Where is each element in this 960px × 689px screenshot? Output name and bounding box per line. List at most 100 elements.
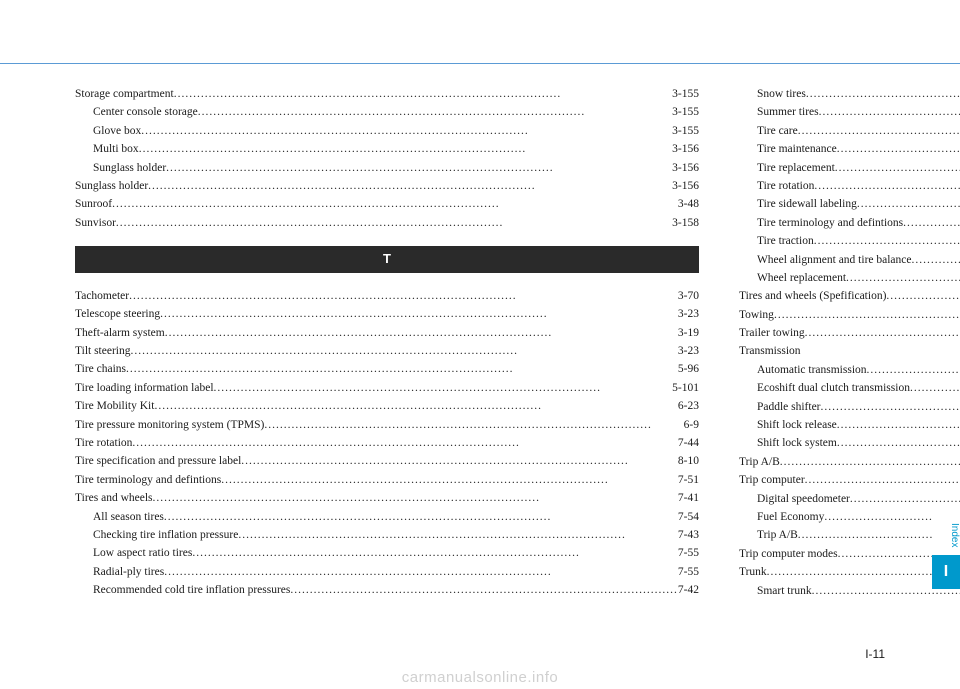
leader-dots xyxy=(910,379,960,397)
index-entry: Checking tire inflation pressure 7-43 xyxy=(75,526,699,544)
entry-page: 3-23 xyxy=(678,342,699,360)
index-entry: Sunvisor 3-158 xyxy=(75,214,699,232)
index-entry: Glove box 3-155 xyxy=(75,122,699,140)
leader-dots xyxy=(886,287,960,305)
index-entry: Tire replacement 7-45 xyxy=(739,159,960,177)
entry-page: 7-43 xyxy=(678,526,699,544)
index-entry: Tire specification and pressure label 8-… xyxy=(75,452,699,470)
entry-page: 5-101 xyxy=(672,379,699,397)
leader-dots xyxy=(132,434,677,452)
entry-label: Tilt steering xyxy=(75,342,130,360)
entry-label: Tire specification and pressure label xyxy=(75,452,241,470)
leader-dots xyxy=(126,360,678,378)
index-entry: Tire terminology and defintions 7-51 xyxy=(739,214,960,232)
leader-dots xyxy=(153,489,678,507)
index-entry: Storage compartment 3-155 xyxy=(75,85,699,103)
entry-label: Tire rotation xyxy=(757,177,814,195)
entry-page: 7-44 xyxy=(678,434,699,452)
entry-page: 8-10 xyxy=(678,452,699,470)
index-entry: Tire chains 5-96 xyxy=(75,360,699,378)
page-number: I-11 xyxy=(865,647,885,661)
leader-dots xyxy=(164,508,678,526)
leader-dots xyxy=(165,324,678,342)
entry-label: Trunk xyxy=(739,563,767,581)
watermark: carmanualsonline.info xyxy=(402,669,558,686)
entry-label: Trip computer xyxy=(739,471,805,489)
index-entry: Theft-alarm system 3-19 xyxy=(75,324,699,342)
leader-dots xyxy=(241,452,678,470)
leader-dots xyxy=(774,306,960,324)
entry-label: Tire chains xyxy=(75,360,126,378)
index-entry: Recommended cold tire inflation pressure… xyxy=(75,581,699,599)
entry-label: Low aspect ratio tires xyxy=(93,544,192,562)
leader-dots xyxy=(806,85,960,103)
entry-label: Trip A/B xyxy=(757,526,798,544)
entry-label: Storage compartment xyxy=(75,85,174,103)
leader-dots xyxy=(290,581,678,599)
leader-dots xyxy=(130,342,677,360)
leader-dots xyxy=(805,324,960,342)
index-entry: Tire Mobility Kit 6-23 xyxy=(75,397,699,415)
leader-dots xyxy=(780,453,960,471)
entry-label: Multi box xyxy=(93,140,139,158)
leader-dots xyxy=(221,471,678,489)
entry-label: Trailer towing xyxy=(739,324,805,342)
leader-dots xyxy=(850,490,960,508)
entry-page: 7-41 xyxy=(678,489,699,507)
leader-dots xyxy=(264,416,683,434)
index-entry: Tire rotation 7-44 xyxy=(739,177,960,195)
entry-label: Tire maintenance xyxy=(757,140,837,158)
entry-page: 3-156 xyxy=(672,177,699,195)
entry-label: Recommended cold tire inflation pressure… xyxy=(93,581,290,599)
right-column: Snow tires 7-54Summer tires 7-54Tire car… xyxy=(739,85,960,600)
entry-label: Fuel Economy xyxy=(757,508,824,526)
leader-dots xyxy=(166,159,672,177)
entry-page: 3-155 xyxy=(672,103,699,121)
index-entry: Fuel Economy 3-94 xyxy=(739,508,960,526)
entry-label: Tachometer xyxy=(75,287,129,305)
entry-label: Telescope steering xyxy=(75,305,160,323)
entry-label: Checking tire inflation pressure xyxy=(93,526,238,544)
leader-dots xyxy=(148,177,672,195)
index-entry: Tilt steering 3-23 xyxy=(75,342,699,360)
entry-label: Tire Mobility Kit xyxy=(75,397,154,415)
index-entry: Shift lock system 5-25 xyxy=(739,434,960,452)
leader-dots xyxy=(805,471,960,489)
leader-dots xyxy=(174,85,672,103)
entry-label: Tire pressure monitoring system (TPMS) xyxy=(75,416,264,434)
entry-label: Tires and wheels xyxy=(75,489,153,507)
index-entry: Sunglass holder 3-156 xyxy=(75,159,699,177)
entry-label: Trip A/B xyxy=(739,453,780,471)
leader-dots xyxy=(857,195,960,213)
entry-label: Theft-alarm system xyxy=(75,324,165,342)
leader-dots xyxy=(867,361,960,379)
index-entry: Tires and wheels (Spefification) 8-4 xyxy=(739,287,960,305)
entry-label: Tire care xyxy=(757,122,798,140)
leader-dots xyxy=(129,287,678,305)
entry-page: 3-156 xyxy=(672,159,699,177)
index-entry: Tire loading information label 5-101 xyxy=(75,379,699,397)
entry-page: 3-23 xyxy=(678,305,699,323)
index-entry: Tachometer 3-70 xyxy=(75,287,699,305)
entry-page: 7-55 xyxy=(678,563,699,581)
index-content: Storage compartment 3-155Center console … xyxy=(75,85,885,600)
entry-label: Wheel alignment and tire balance xyxy=(757,251,912,269)
index-entry: Wheel replacement 7-46 xyxy=(739,269,960,287)
index-entry: Tire rotation 7-44 xyxy=(75,434,699,452)
entry-label: Shift lock release xyxy=(757,416,837,434)
entry-label: Sunglass holder xyxy=(75,177,148,195)
leader-dots xyxy=(164,563,678,581)
index-entry: Transmission xyxy=(739,342,960,360)
leader-dots xyxy=(814,177,960,195)
leader-dots xyxy=(192,544,678,562)
entry-page: 6-9 xyxy=(684,416,699,434)
index-entry: Center console storage 3-155 xyxy=(75,103,699,121)
leader-dots xyxy=(837,140,960,158)
side-tab: Index I xyxy=(932,515,960,605)
entry-label: Sunvisor xyxy=(75,214,116,232)
index-entry: All season tires 7-54 xyxy=(75,508,699,526)
leader-dots xyxy=(141,122,672,140)
index-entry: Trip computer modes 3-76 xyxy=(739,545,960,563)
entry-page: 3-19 xyxy=(678,324,699,342)
index-entry: Tire care 7-41 xyxy=(739,122,960,140)
